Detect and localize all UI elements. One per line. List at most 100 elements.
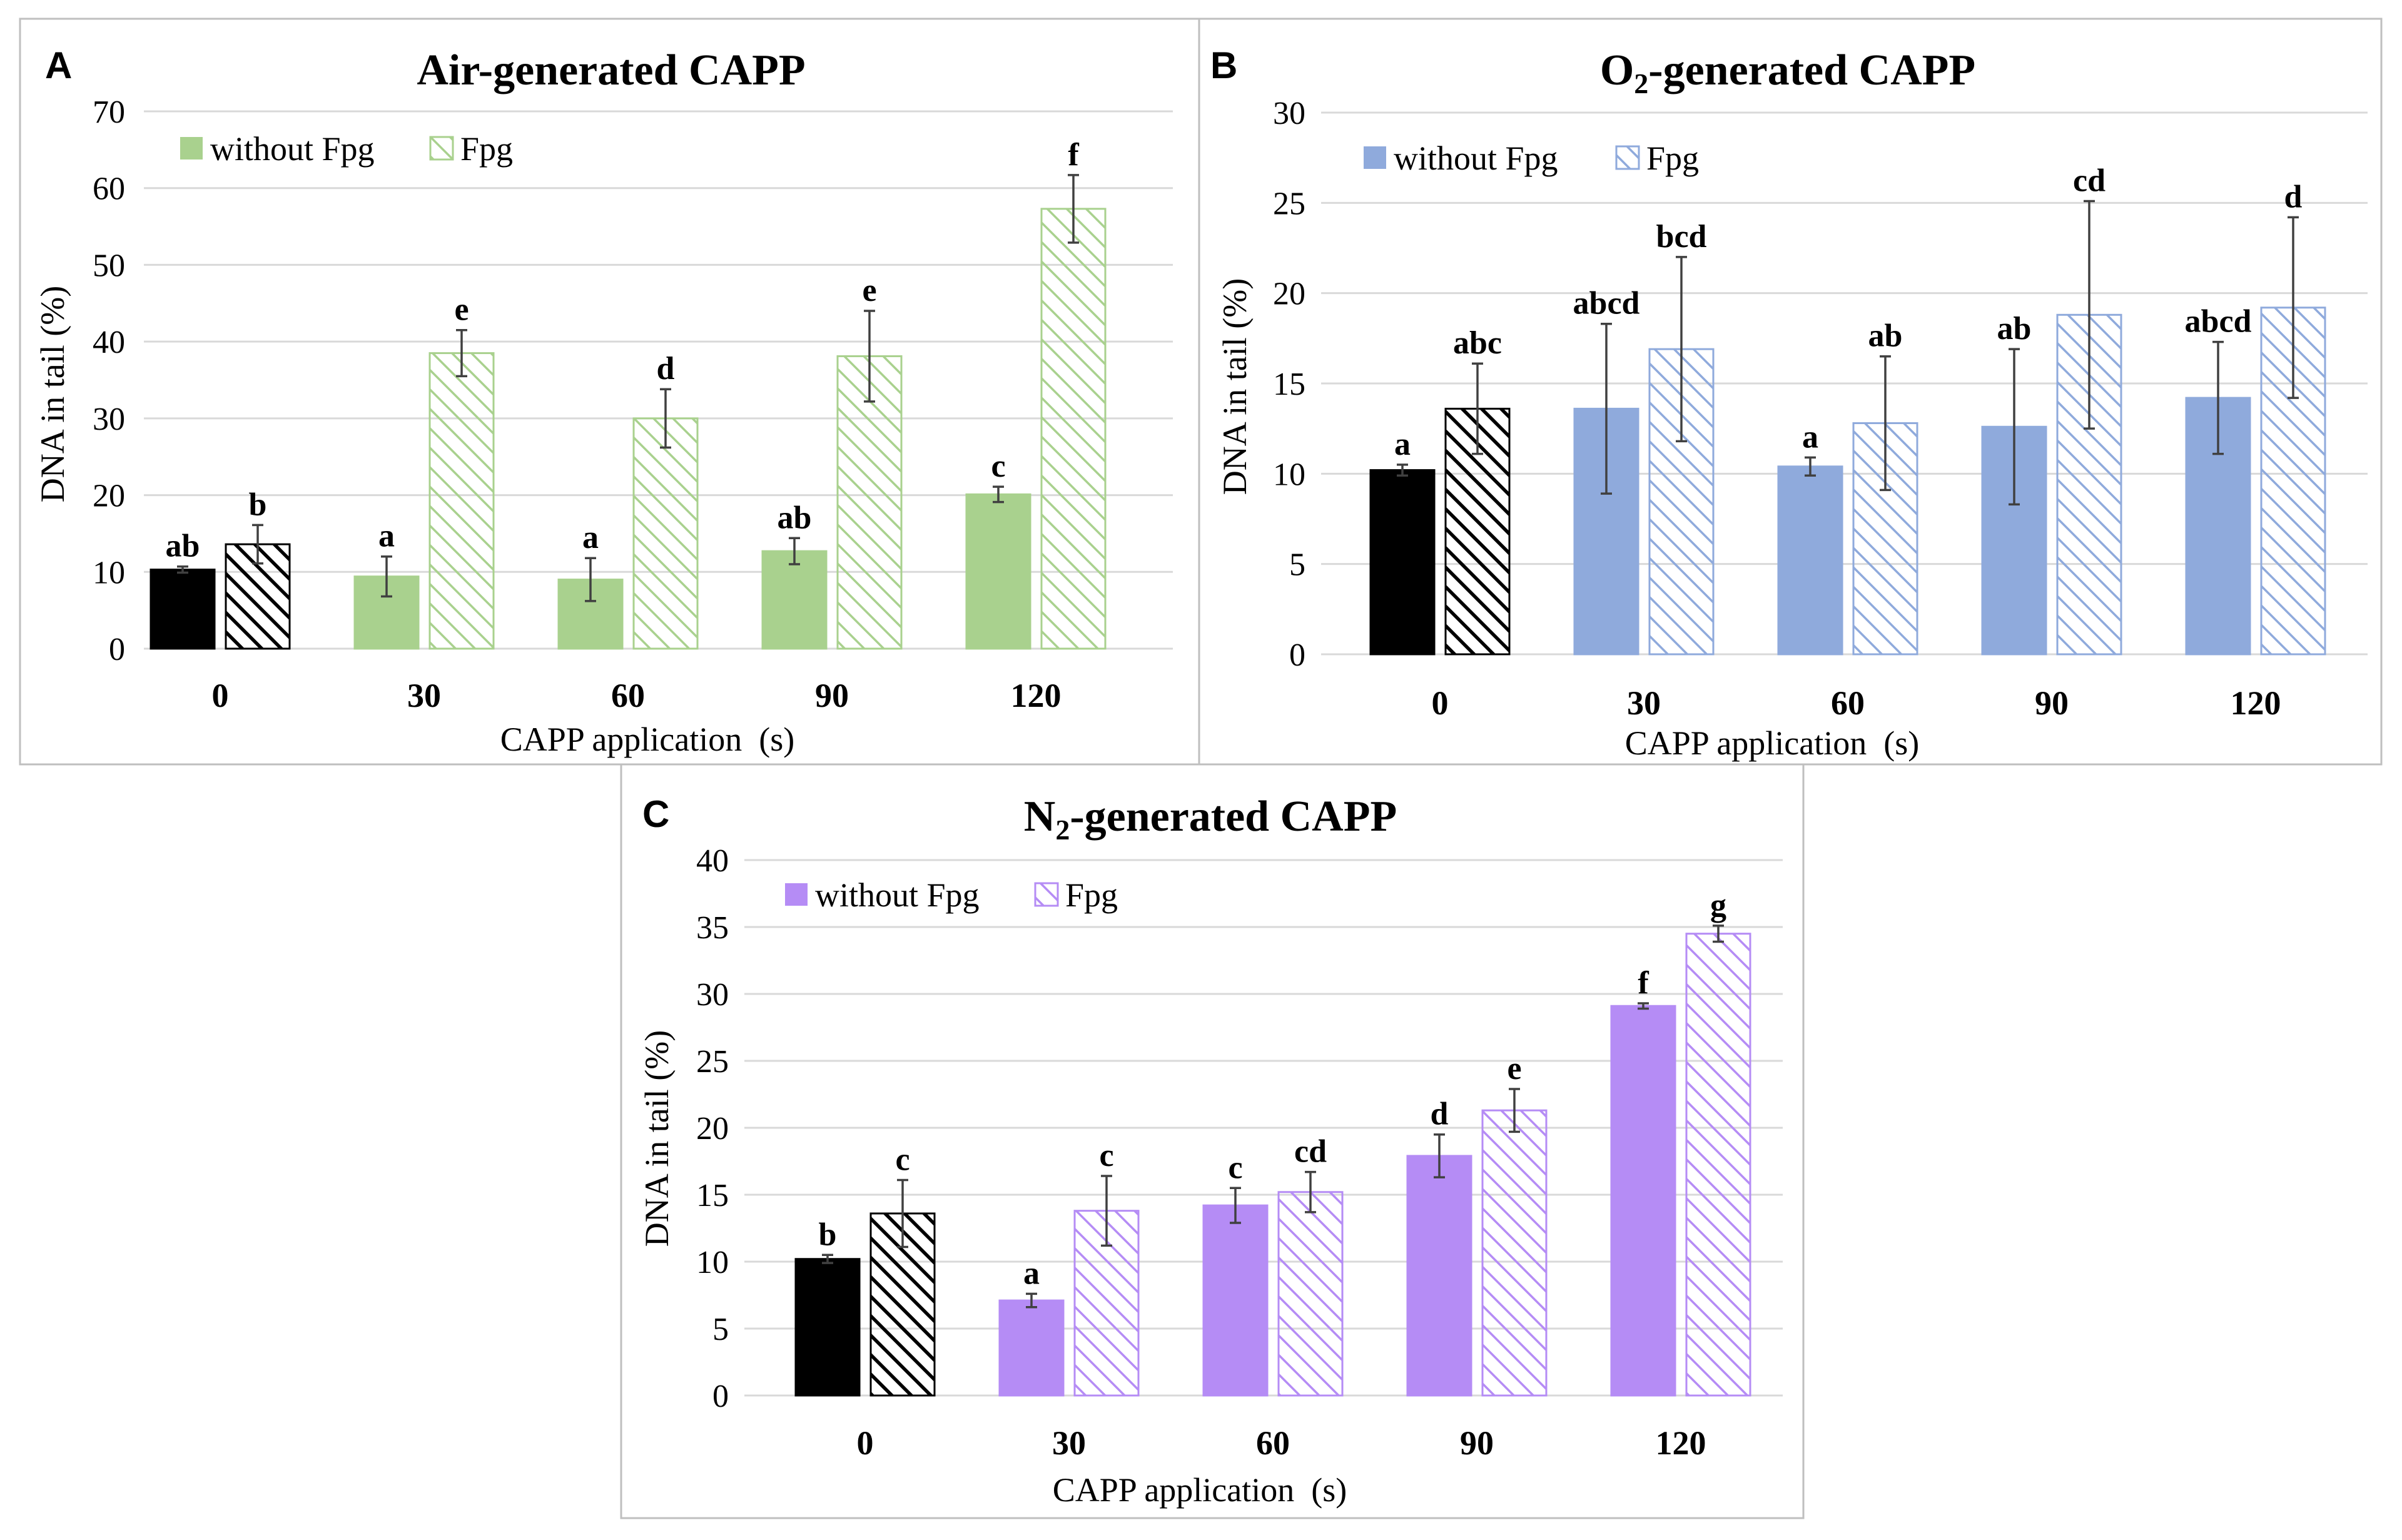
legend-swatch-fpg: [1615, 145, 1640, 170]
significance-label: c: [1228, 1150, 1242, 1185]
panel-c-x-axis-label: CAPP application (s): [1053, 1471, 1347, 1509]
y-tick-label: 30: [1273, 96, 1305, 131]
panel-a-title: Air-generated CAPP: [417, 46, 805, 94]
bar-without-fpg-60s: [1202, 1204, 1269, 1397]
y-tick-label: 5: [712, 1312, 729, 1347]
x-tick-label: 90: [815, 677, 849, 714]
significance-label: d: [2284, 179, 2303, 215]
significance-label: b: [249, 487, 267, 522]
y-tick-label: 50: [93, 248, 125, 283]
significance-label: c: [991, 448, 1005, 484]
panel-c-legend: without Fpg Fpg: [785, 876, 1118, 914]
legend-label-fpg: Fpg: [460, 130, 513, 168]
bar-fpg-60s: [1277, 1191, 1344, 1397]
y-tick-label: 30: [696, 977, 729, 1013]
legend-label-without-fpg: without Fpg: [1394, 139, 1558, 177]
bar-without-fpg-90s: [761, 550, 828, 650]
bar-fpg-90s: [1481, 1109, 1548, 1397]
significance-label: f: [1638, 965, 1649, 1001]
x-tick-label: 30: [1052, 1424, 1086, 1462]
bar-without-fpg-0s: [794, 1258, 861, 1397]
y-tick-label: 0: [1289, 637, 1305, 673]
panel-c-border: [620, 763, 1805, 1519]
panel-c-title-subscript: 2: [1055, 814, 1070, 846]
significance-label: d: [1431, 1097, 1449, 1132]
y-tick-label: 15: [696, 1178, 729, 1213]
x-tick-label: 60: [1256, 1424, 1290, 1462]
panel-b-x-axis-label: CAPP application (s): [1625, 724, 1919, 762]
panel-c-y-axis-label: DNA in tail (%): [638, 1030, 676, 1247]
legend-swatch-fpg: [1034, 882, 1059, 907]
bar-fpg-30s: [428, 352, 495, 650]
y-tick-label: 40: [93, 325, 125, 360]
bar-fpg-120s: [1685, 933, 1751, 1397]
x-tick-label: 120: [1656, 1424, 1706, 1462]
panel-a-x-axis-label: CAPP application (s): [500, 721, 794, 758]
panel-b-letter: B: [1210, 44, 1237, 86]
significance-label: bcd: [1656, 219, 1707, 255]
x-tick-label: 120: [2231, 684, 2281, 722]
panel-c-letter: C: [642, 793, 669, 835]
bar-fpg-120s: [1040, 208, 1107, 650]
significance-label: ab: [778, 500, 812, 535]
panel-a: A Air-generated CAPP 0 10 20 30 40 50 60 70 ab b…: [19, 18, 1200, 766]
bar-without-fpg-120s: [1610, 1005, 1676, 1397]
significance-label: e: [454, 292, 469, 328]
significance-label: c: [895, 1142, 910, 1177]
x-tick-label: 30: [1627, 684, 1661, 722]
significance-label: b: [819, 1217, 837, 1252]
legend-swatch-without-fpg: [180, 137, 203, 160]
bar-without-fpg-0s: [149, 569, 216, 650]
significance-label: g: [1710, 888, 1726, 923]
x-tick-label: 0: [1432, 684, 1449, 722]
panel-b-title-subscript: 2: [1634, 68, 1648, 99]
panel-a-border: [19, 18, 1200, 766]
significance-label: a: [582, 520, 599, 555]
legend-label-fpg: Fpg: [1065, 876, 1118, 914]
y-tick-label: 30: [93, 402, 125, 437]
x-tick-label: 30: [407, 677, 441, 714]
panel-c-title-main: N: [1024, 793, 1056, 841]
panel-b-y-axis-label: DNA in tail (%): [1216, 278, 1254, 495]
significance-label: e: [1507, 1051, 1521, 1087]
y-tick-label: 20: [93, 479, 125, 514]
y-tick-label: 40: [696, 843, 729, 879]
legend-swatch-without-fpg: [1364, 146, 1386, 169]
significance-label: f: [1068, 137, 1079, 173]
bar-without-fpg-60s: [1777, 465, 1843, 656]
significance-label: c: [1099, 1138, 1113, 1173]
panel-c-title-rest: -generated CAPP: [1070, 793, 1397, 841]
y-tick-label: 70: [93, 94, 125, 130]
y-tick-label: 25: [696, 1044, 729, 1080]
panel-c-bars: b c 0 a c 30 c cd 60 d e 90 f g 120: [794, 888, 1751, 1462]
legend-label-without-fpg: without Fpg: [815, 876, 980, 914]
bar-fpg-60s: [632, 417, 699, 650]
panel-b-title: O2-generated CAPP: [1600, 46, 1975, 99]
x-tick-label: 0: [212, 677, 229, 714]
x-tick-label: 120: [1011, 677, 1062, 714]
x-tick-label: 60: [611, 677, 645, 714]
y-tick-label: 25: [1273, 186, 1305, 221]
y-tick-label: 35: [696, 910, 729, 946]
legend-swatch-without-fpg: [785, 883, 808, 906]
bar-without-fpg-120s: [965, 493, 1031, 650]
significance-label: a: [1394, 427, 1411, 462]
y-tick-label: 10: [1273, 457, 1305, 492]
significance-label: ab: [1868, 318, 1903, 354]
y-tick-label: 60: [93, 171, 125, 207]
panel-a-y-axis-label: DNA in tail (%): [34, 286, 71, 502]
x-tick-label: 90: [2035, 684, 2069, 722]
y-tick-label: 0: [712, 1379, 729, 1414]
panel-b-title-rest: -generated CAPP: [1648, 46, 1975, 94]
y-tick-label: 20: [1273, 276, 1305, 312]
bar-fpg-90s: [836, 355, 903, 650]
panel-b-title-main: O: [1600, 46, 1634, 94]
significance-label: a: [378, 519, 395, 554]
significance-label: abcd: [2185, 304, 2252, 340]
legend-swatch-fpg: [429, 136, 454, 161]
bar-without-fpg-30s: [998, 1299, 1065, 1397]
y-tick-label: 20: [696, 1111, 729, 1147]
